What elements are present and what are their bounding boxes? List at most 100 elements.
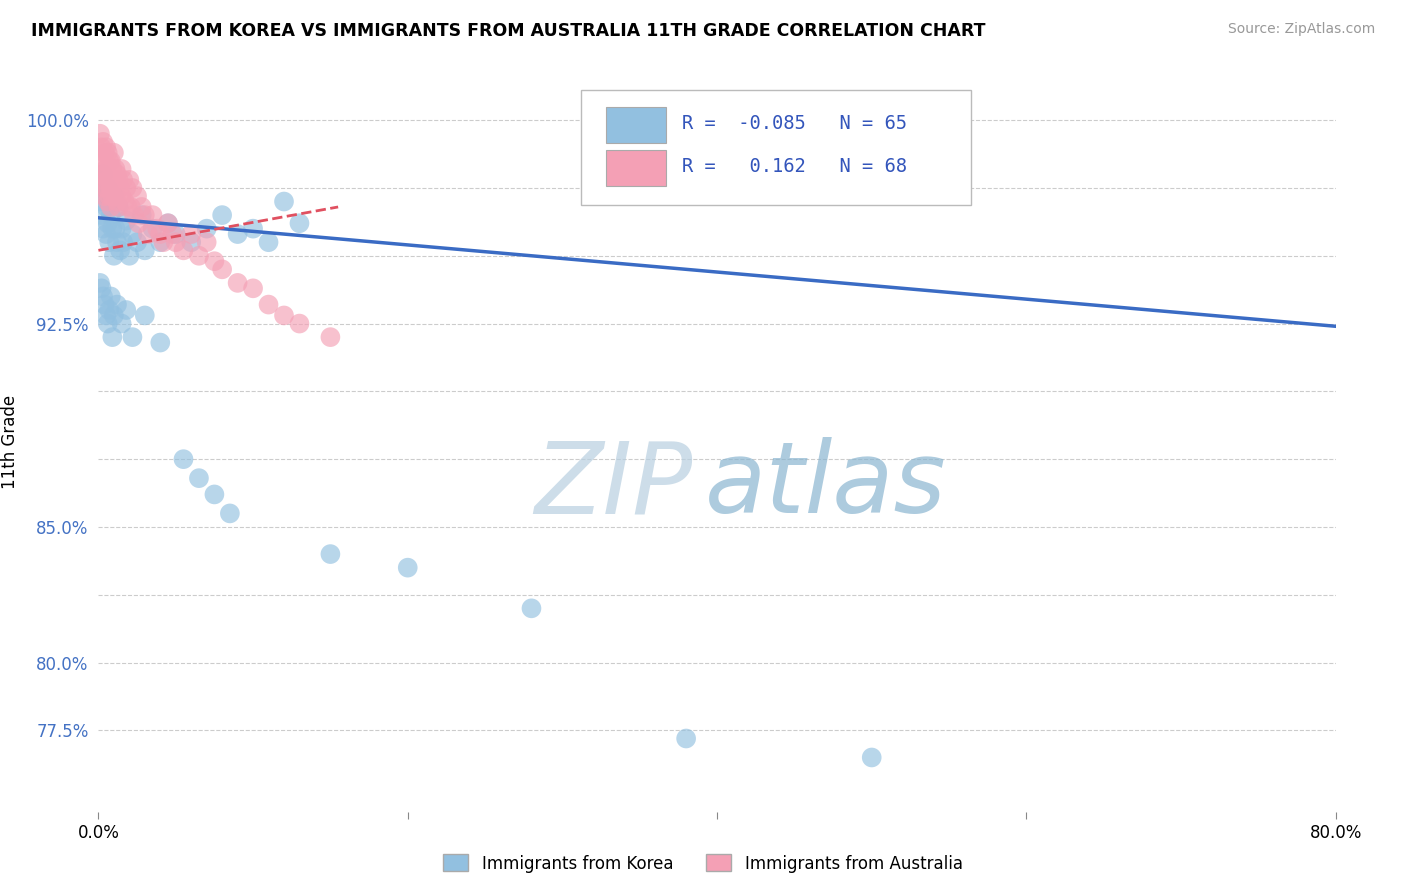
Point (90, 140, 112, 154)
Point (96, 181, 118, 195)
Point (91, 135, 114, 149)
Point (319, 547, 342, 561)
Point (273, 309, 295, 323)
Point (146, 221, 169, 235)
Point (157, 216, 180, 230)
Point (91, 153, 114, 168)
Point (105, 194, 128, 209)
Point (860, 750, 883, 764)
Point (127, 189, 149, 203)
Point (136, 227, 159, 241)
Point (114, 194, 136, 209)
Point (121, 227, 143, 241)
Point (149, 335, 172, 350)
Point (96, 200, 118, 214)
Point (101, 189, 124, 203)
Point (288, 317, 311, 331)
Point (96, 309, 118, 323)
Text: IMMIGRANTS FROM KOREA VS IMMIGRANTS FROM AUSTRALIA 11TH GRADE CORRELATION CHART: IMMIGRANTS FROM KOREA VS IMMIGRANTS FROM… (31, 22, 986, 40)
Point (89, 194, 111, 209)
Point (118, 173, 141, 187)
Text: R =  -0.085   N = 65: R = -0.085 N = 65 (682, 114, 907, 134)
Point (90, 208, 112, 222)
Point (111, 161, 132, 176)
Y-axis label: 11th Grade: 11th Grade (1, 394, 18, 489)
Point (101, 330, 124, 344)
Point (121, 181, 143, 195)
Point (165, 235, 187, 250)
Point (103, 173, 125, 187)
Point (273, 194, 295, 209)
Text: atlas: atlas (704, 437, 946, 534)
Point (105, 235, 128, 250)
Point (134, 208, 156, 222)
Point (91, 168, 114, 182)
Point (115, 303, 138, 318)
Point (165, 227, 187, 241)
Point (107, 173, 129, 187)
Point (131, 200, 153, 214)
Point (90, 181, 112, 195)
Point (104, 189, 127, 203)
Point (98, 303, 121, 318)
Point (98, 194, 121, 209)
Point (100, 289, 122, 303)
Point (100, 153, 122, 168)
Point (108, 181, 131, 195)
Point (115, 213, 138, 227)
Point (226, 227, 249, 241)
Point (93, 189, 115, 203)
FancyBboxPatch shape (606, 107, 666, 144)
Point (396, 560, 419, 574)
Point (97, 194, 120, 209)
Point (96, 161, 118, 176)
Point (98, 153, 121, 168)
Point (89, 276, 111, 290)
Point (134, 244, 156, 258)
Point (90, 181, 112, 195)
Point (195, 235, 218, 250)
Point (195, 221, 218, 235)
Point (98, 189, 121, 203)
Point (134, 309, 156, 323)
Point (115, 181, 138, 195)
Point (127, 235, 149, 250)
Point (97, 145, 120, 160)
Point (103, 189, 125, 203)
Point (111, 317, 132, 331)
Point (90, 153, 112, 168)
Point (91, 221, 114, 235)
Point (122, 208, 145, 222)
Point (141, 221, 165, 235)
Point (89, 127, 111, 141)
Point (117, 200, 139, 214)
Point (96, 140, 118, 154)
Point (91, 289, 114, 303)
Point (97, 216, 120, 230)
Text: R =   0.162   N = 68: R = 0.162 N = 68 (682, 157, 907, 177)
Point (104, 221, 127, 235)
Point (257, 297, 280, 311)
Point (98, 235, 121, 250)
Point (149, 235, 172, 250)
Legend: Immigrants from Korea, Immigrants from Australia: Immigrants from Korea, Immigrants from A… (437, 847, 969, 880)
Point (112, 235, 135, 250)
Point (93, 297, 115, 311)
Point (112, 173, 135, 187)
FancyBboxPatch shape (606, 150, 666, 186)
Point (103, 309, 125, 323)
Point (100, 208, 122, 222)
Point (121, 330, 143, 344)
Point (100, 200, 122, 214)
Point (180, 235, 202, 250)
Point (204, 487, 226, 501)
Point (157, 216, 180, 230)
Point (141, 208, 165, 222)
Point (211, 262, 233, 277)
Point (128, 216, 150, 230)
Point (105, 297, 128, 311)
Point (288, 216, 311, 230)
Point (118, 249, 141, 263)
Point (103, 249, 125, 263)
Point (90, 281, 112, 295)
